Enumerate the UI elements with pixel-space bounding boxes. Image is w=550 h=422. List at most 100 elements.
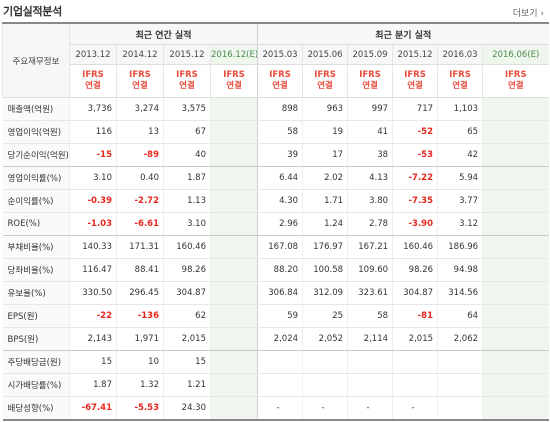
table-cell: 6.44 bbox=[257, 166, 303, 190]
table-cell: 1,971 bbox=[116, 327, 164, 351]
table-cell: 1,103 bbox=[437, 97, 483, 121]
table-cell: -81 bbox=[392, 304, 438, 328]
table-cell bbox=[482, 166, 549, 190]
table-cell: 160.46 bbox=[392, 235, 438, 259]
table-cell: 10 bbox=[116, 350, 164, 374]
table-cell: 323.61 bbox=[347, 281, 393, 305]
table-cell bbox=[482, 235, 549, 259]
ifrs-consolidated: 연결 bbox=[132, 81, 148, 91]
table-cell: 0.40 bbox=[116, 166, 164, 190]
row-label: 시가배당률(%) bbox=[2, 373, 70, 397]
table-row: BPS(원) 2,143 1,971 2,015 2,024 2,052 2,114 2,01… bbox=[2, 327, 549, 351]
period-header: 2015.03 bbox=[257, 44, 303, 65]
table-cell: -7.35 bbox=[392, 189, 438, 213]
table-cell: 167.08 bbox=[257, 235, 303, 259]
table-row: ROE(%) -1.03 -6.61 3.10 2.96 1.24 2.78 -3.90 3.1… bbox=[2, 212, 549, 236]
ifrs-consolidated: 연결 bbox=[226, 81, 242, 91]
table-cell bbox=[209, 143, 258, 167]
table-cell bbox=[437, 350, 483, 374]
section-header: 기업실적분석 더보기 › bbox=[0, 0, 550, 22]
ifrs-consolidated: 연결 bbox=[85, 81, 101, 91]
period-header: 2015.06 bbox=[302, 44, 348, 65]
table-cell: 717 bbox=[392, 97, 438, 121]
table-cell: 3.80 bbox=[347, 189, 393, 213]
section-title: 기업실적분석 bbox=[3, 5, 62, 18]
table-cell: 58 bbox=[347, 304, 393, 328]
ifrs-standard: IFRS bbox=[82, 70, 104, 80]
table-cell bbox=[257, 373, 303, 397]
table-row: 유보율(%) 330.50 296.45 304.87 306.84 312.09 323.… bbox=[2, 281, 549, 305]
ifrs-standard: IFRS bbox=[223, 70, 245, 80]
table-cell: 140.33 bbox=[69, 235, 117, 259]
table-cell bbox=[209, 304, 258, 328]
table-cell: -0.39 bbox=[69, 189, 117, 213]
table-cell bbox=[482, 189, 549, 213]
ifrs-consolidated: 연결 bbox=[317, 81, 333, 91]
table-cell bbox=[209, 373, 258, 397]
period-header: 2016.03 bbox=[437, 44, 483, 65]
table-cell: 4.13 bbox=[347, 166, 393, 190]
table-cell bbox=[209, 120, 258, 144]
table-cell bbox=[482, 350, 549, 374]
table-cell: 330.50 bbox=[69, 281, 117, 305]
ifrs-consolidated: 연결 bbox=[362, 81, 378, 91]
table-cell: 3.12 bbox=[437, 212, 483, 236]
table-cell bbox=[302, 373, 348, 397]
ifrs-standard: IFRS bbox=[359, 70, 381, 80]
table-cell: 19 bbox=[302, 120, 348, 144]
table-cell: 15 bbox=[163, 350, 211, 374]
table-cell: 40 bbox=[163, 143, 211, 167]
ifrs-consolidated: 연결 bbox=[272, 81, 288, 91]
table-row: 당기순이익(억원) -15 -89 40 39 17 38 -53 42 bbox=[2, 143, 549, 167]
table-row: EPS(원) -22 -136 62 59 25 58 -81 64 bbox=[2, 304, 549, 328]
ifrs-label: IFRS 연결 bbox=[257, 64, 303, 98]
table-cell: 109.60 bbox=[347, 258, 393, 282]
table-cell: 64 bbox=[437, 304, 483, 328]
table-cell: 24.30 bbox=[163, 396, 211, 421]
table-cell bbox=[482, 97, 549, 121]
table-cell bbox=[209, 166, 258, 190]
table-cell: 2,052 bbox=[302, 327, 348, 351]
period-header: 2015.09 bbox=[347, 44, 393, 65]
ifrs-standard: IFRS bbox=[404, 70, 426, 80]
table-cell: 42 bbox=[437, 143, 483, 167]
table-cell: 39 bbox=[257, 143, 303, 167]
table-cell bbox=[482, 304, 549, 328]
table-cell: 98.26 bbox=[392, 258, 438, 282]
ifrs-label: IFRS 연결 bbox=[482, 64, 549, 98]
table-cell: 3,575 bbox=[163, 97, 211, 121]
table-cell: 2,062 bbox=[437, 327, 483, 351]
row-label: ROE(%) bbox=[2, 212, 70, 236]
table-cell bbox=[347, 373, 393, 397]
table-cell: 296.45 bbox=[116, 281, 164, 305]
table-cell: 304.87 bbox=[392, 281, 438, 305]
row-label: 영업이익(억원) bbox=[2, 120, 70, 144]
table-row: 당좌비율(%) 116.47 88.41 98.26 88.20 100.58 109.60… bbox=[2, 258, 549, 282]
table-cell: - bbox=[392, 396, 438, 421]
table-cell: 41 bbox=[347, 120, 393, 144]
ifrs-standard: IFRS bbox=[314, 70, 336, 80]
more-link[interactable]: 더보기 › bbox=[512, 9, 544, 19]
table-cell: 963 bbox=[302, 97, 348, 121]
table-cell bbox=[209, 281, 258, 305]
table-cell: 38 bbox=[347, 143, 393, 167]
table-cell: 98.26 bbox=[163, 258, 211, 282]
table-cell: 3.10 bbox=[163, 212, 211, 236]
table-cell: 176.97 bbox=[302, 235, 348, 259]
ifrs-consolidated: 연결 bbox=[407, 81, 423, 91]
table-cell: 1.71 bbox=[302, 189, 348, 213]
table-cell: - bbox=[302, 396, 348, 421]
table-cell bbox=[209, 212, 258, 236]
table-cell: -67.41 bbox=[69, 396, 117, 421]
row-header: 주요재무정보 bbox=[2, 23, 70, 98]
table-cell: -6.61 bbox=[116, 212, 164, 236]
table-cell: 2,143 bbox=[69, 327, 117, 351]
table-cell bbox=[209, 97, 258, 121]
table-cell: -89 bbox=[116, 143, 164, 167]
table-cell bbox=[209, 235, 258, 259]
table-cell: 997 bbox=[347, 97, 393, 121]
period-header: 2013.12 bbox=[69, 44, 117, 65]
table-cell bbox=[437, 396, 483, 421]
table-cell: -2.72 bbox=[116, 189, 164, 213]
period-header: 2016.12(E) bbox=[209, 44, 258, 65]
